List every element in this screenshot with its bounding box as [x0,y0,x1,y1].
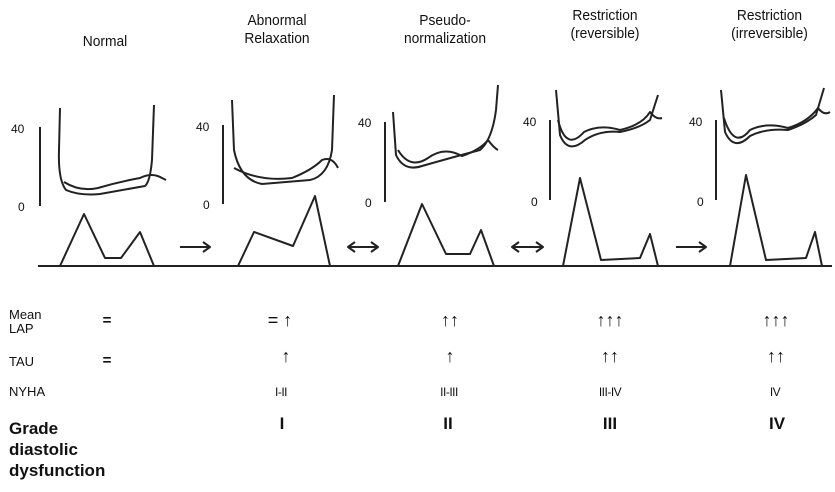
panel-abnormal-relaxation [222,94,339,267]
mitral-flow-trace [237,195,331,267]
title-line-2: Relaxation [244,30,310,47]
arrow-head [535,241,544,253]
mitral-flow-trace [562,177,659,267]
tau-abnormal: ↑ [281,346,291,366]
tau-reversible: ↑↑ [601,346,619,366]
lap-abnormal: = ↑ [267,310,293,330]
lap-reversible: ↑↑↑ [596,310,624,330]
lv-pressure-trace [555,89,659,148]
title-restriction-reversible: Restriction (reversible) [554,7,655,43]
axis-label-0: 0 [203,198,210,212]
title-abnormal-relaxation: Abnormal Relaxation [226,12,327,48]
lap-pseudo: ↑↑ [441,310,459,330]
row-label-nyha: NYHA [9,384,46,399]
arrow-head [347,241,356,253]
tau-irreversible: ↑↑ [767,346,785,366]
axis-label-40: 40 [689,115,703,129]
la-pressure-trace [397,139,499,164]
axis-label-0: 0 [697,195,704,209]
axis-label-40: 40 [523,115,537,129]
lap-irreversible: ↑↑↑ [762,310,790,330]
title-line-1: Pseudo- [419,12,471,29]
title-line-2: (irreversible) [731,25,808,42]
row-label-line-3: dysfunction [9,461,106,480]
axis-label-40: 40 [358,116,372,130]
la-pressure-trace [233,158,339,180]
row-label-mean-lap: Mean LAP [9,308,42,336]
axis-label-0: 0 [531,195,538,209]
tau-normal: = [102,352,112,369]
title-line-2: normalization [403,30,487,47]
axis-label-0: 0 [365,196,372,210]
nyha-abnormal: I-II [275,385,288,399]
lv-pressure-trace [392,84,499,169]
axis-label-40: 40 [196,120,210,134]
lv-pressure-trace [231,94,335,185]
panel-restriction-irreversible [715,87,831,267]
grade-reversible: III [602,414,618,433]
grade-pseudo: II [443,414,453,433]
panel-restriction-reversible [549,89,663,267]
grade-abnormal: I [279,414,285,433]
nyha-irreversible: IV [769,385,781,399]
row-label-line-1: Mean [9,307,42,322]
tau-pseudo: ↑ [445,346,455,366]
axis-label-0: 0 [18,200,25,214]
arrow-head [370,241,379,253]
lv-pressure-trace [57,104,155,196]
lap-normal: = [102,312,112,329]
title-line-2: (reversible) [570,25,640,42]
la-pressure-trace [557,111,663,141]
arrow-head [511,241,520,253]
mitral-flow-trace [397,203,495,267]
row-label-tau: TAU [9,354,35,369]
nyha-pseudo: II-III [440,385,458,399]
arrow-head [202,241,211,253]
la-pressure-trace [723,107,831,139]
row-label-grade: Grade diastolic dysfunction [9,418,105,481]
arrow-head [698,241,707,253]
panel-normal [39,104,167,267]
lv-pressure-trace [720,87,825,144]
la-pressure-trace [63,174,167,191]
title-normal: Normal [82,33,128,50]
title-line-1: Restriction [572,7,638,24]
row-label-line-2: LAP [9,321,34,336]
axis-label-40: 40 [11,122,25,136]
grade-irreversible: IV [768,414,786,433]
nyha-reversible: III-IV [598,385,622,399]
transition-arrows [180,241,707,253]
title-pseudonormalization: Pseudo- normalization [385,12,505,48]
title-line-1: Restriction [736,7,803,24]
title-restriction-irreversible: Restriction (irreversible) [717,7,823,43]
mitral-flow-trace [729,174,823,267]
mitral-flow-trace [59,213,155,267]
panel-pseudonormalization [384,84,499,267]
title-line-1: Abnormal [247,12,307,29]
row-label-line-1: Grade [9,419,59,438]
row-label-line-2: diastolic [9,440,78,459]
